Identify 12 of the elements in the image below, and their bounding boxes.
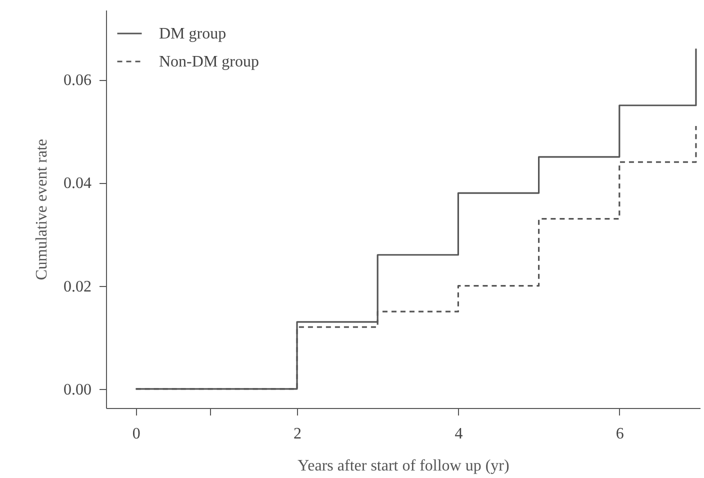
x-tick-label: 6 bbox=[616, 426, 624, 442]
y-tick-label: 0.04 bbox=[64, 175, 92, 192]
legend-label: Non-DM group bbox=[159, 54, 259, 70]
y-tick-label: 0.02 bbox=[64, 278, 92, 296]
y-tick-label: 0.06 bbox=[64, 72, 92, 90]
y-tick-label: 0.00 bbox=[64, 381, 92, 398]
x-tick-label: 4 bbox=[454, 426, 463, 442]
y-axis-title: Cumulative event rate bbox=[34, 138, 50, 280]
x-tick-label: 2 bbox=[294, 426, 302, 442]
x-tick-label: 0 bbox=[132, 426, 140, 442]
x-axis-title: Years after start of follow up (yr) bbox=[298, 458, 510, 474]
legend-label: DM group bbox=[159, 26, 226, 42]
